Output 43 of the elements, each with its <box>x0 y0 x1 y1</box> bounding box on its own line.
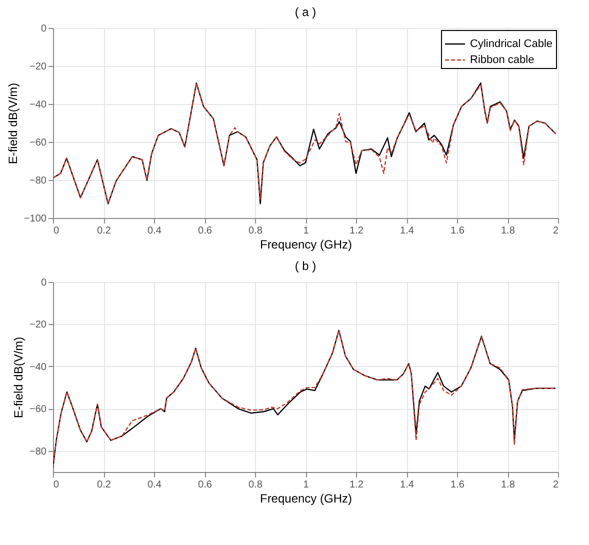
x-tick-label: 1.6 <box>450 480 465 490</box>
x-tick-label: 0.4 <box>148 226 162 236</box>
x-tick-label: 1.6 <box>450 226 465 236</box>
x-tick-label: 0.8 <box>248 226 263 236</box>
x-tick-label: 1 <box>303 226 310 236</box>
y-tick-label: −40 <box>30 362 47 373</box>
y-axis-title: E-field dB(V/m) <box>6 82 20 164</box>
y-tick-label: −20 <box>30 320 47 331</box>
x-tick-label: 1.4 <box>400 226 414 236</box>
x-tick-label: 1.8 <box>501 226 516 236</box>
y-axis-title: E-field dB(V/m) <box>12 336 26 418</box>
y-tick-label: −60 <box>30 404 47 416</box>
x-tick-label: 0.4 <box>148 480 162 490</box>
y-tick-label: −60 <box>30 138 47 148</box>
y-tick-label: 0 <box>40 24 47 34</box>
x-tick-label: 1.2 <box>350 226 364 236</box>
x-tick-label: 2 <box>552 480 559 490</box>
x-tick-label: 0.2 <box>97 480 112 490</box>
x-tick-label: 0 <box>54 480 60 490</box>
y-tick-label: −80 <box>30 446 47 458</box>
legend-label: Cylindrical Cable <box>470 38 553 50</box>
y-tick-label: 0 <box>40 278 47 288</box>
x-tick-label: 0.2 <box>97 226 112 236</box>
x-tick-label: 1.8 <box>501 480 516 490</box>
chart-title: ( b ) <box>294 259 316 273</box>
y-tick-label: −40 <box>30 100 47 110</box>
y-tick-label: −20 <box>30 62 47 72</box>
x-tick-label: 1.4 <box>400 480 414 490</box>
y-tick-label: −80 <box>30 176 47 186</box>
x-axis-title: Frequency (GHz) <box>260 238 352 252</box>
x-tick-label: 0.6 <box>198 226 212 236</box>
x-tick-label: 2 <box>552 226 559 236</box>
chart-title: ( a ) <box>294 5 316 19</box>
y-tick-label: −100 <box>24 214 47 224</box>
x-tick-label: 0.6 <box>198 480 212 490</box>
x-tick-label: 1 <box>303 480 310 490</box>
x-tick-label: 1.2 <box>350 480 364 490</box>
legend-label: Ribbon cable <box>470 54 534 66</box>
line-series <box>53 82 556 204</box>
x-tick-label: 0 <box>54 226 60 236</box>
x-tick-label: 0.8 <box>248 480 263 490</box>
x-axis-title: Frequency (GHz) <box>260 492 352 506</box>
line-series <box>53 330 556 468</box>
